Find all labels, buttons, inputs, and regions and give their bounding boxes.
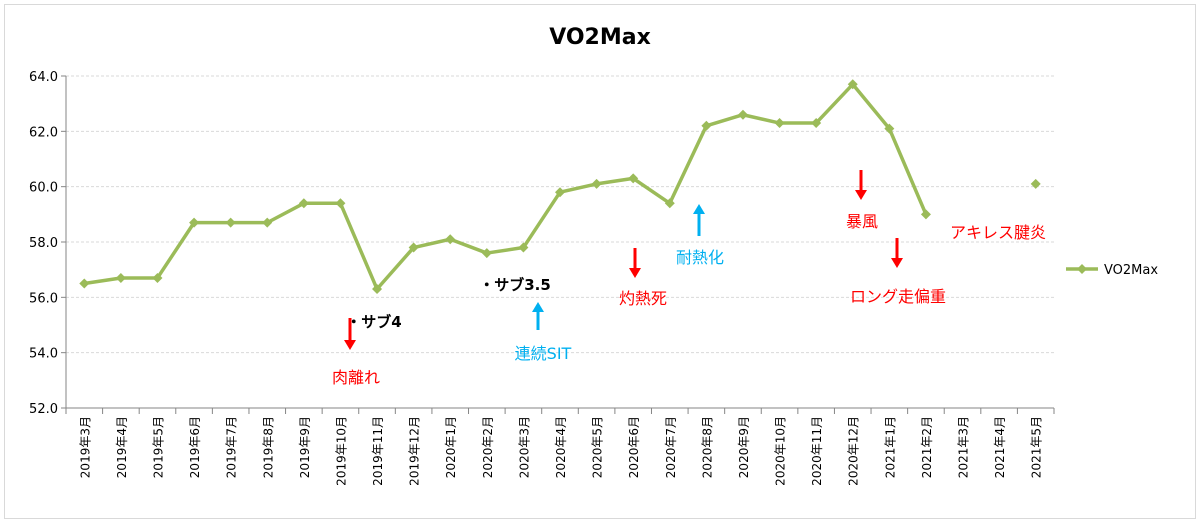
x-tick-label: 2019年7月 xyxy=(225,416,239,478)
x-tick-label: 2019年8月 xyxy=(261,416,275,478)
x-tick-label: 2019年9月 xyxy=(298,416,312,478)
x-tick-label: 2019年10月 xyxy=(334,416,348,486)
data-point xyxy=(1030,178,1041,189)
x-tick-label: 2019年4月 xyxy=(115,416,129,478)
x-tick-labels: 2019年3月 2019年4月 2019年5月 2019年6月 2019年7月 2019年… xyxy=(78,416,1043,486)
data-point xyxy=(591,178,602,189)
x-tick-label: 2021年4月 xyxy=(993,416,1007,478)
legend-label: VO2Max xyxy=(1104,263,1158,278)
chart-frame xyxy=(4,4,1196,519)
data-point xyxy=(225,217,236,228)
data-point xyxy=(628,173,639,184)
x-tick-label: 2020年7月 xyxy=(664,416,678,478)
annotation-label: ・サブ4 xyxy=(346,313,401,331)
annotation-arrow-head xyxy=(344,340,356,350)
x-tick-label: 2020年10月 xyxy=(774,416,788,486)
annotation-label: ロング走偏重 xyxy=(850,287,946,306)
x-tick-label: 2020年5月 xyxy=(591,416,605,478)
gridlines xyxy=(66,75,1054,354)
data-point xyxy=(335,198,346,209)
annotation-arrow-head xyxy=(855,190,867,200)
x-tick-label: 2020年2月 xyxy=(481,416,495,478)
data-point xyxy=(408,242,419,253)
annotation-label: 連続SIT xyxy=(515,344,572,363)
legend: VO2Max xyxy=(1066,263,1158,278)
chart-title: VO2Max xyxy=(549,25,651,50)
axes xyxy=(61,75,1055,414)
data-point xyxy=(555,187,565,198)
data-point xyxy=(701,120,712,131)
x-tick-label: 2019年12月 xyxy=(408,416,422,486)
x-tick-label: 2020年12月 xyxy=(847,416,861,486)
data-point xyxy=(847,79,858,90)
data-point xyxy=(481,248,492,259)
data-point xyxy=(774,118,785,129)
data-point xyxy=(518,242,529,253)
y-tick-label: 60.0 xyxy=(29,181,58,196)
data-point xyxy=(445,234,456,245)
x-tick-label: 2020年4月 xyxy=(554,416,568,478)
annotation-label: 耐熱化 xyxy=(676,248,724,267)
data-point xyxy=(372,284,383,295)
data-point xyxy=(152,272,163,283)
data-point xyxy=(79,278,90,289)
annotation-arrow-head xyxy=(693,204,705,214)
y-tick-label: 52.0 xyxy=(29,402,58,417)
x-tick-label: 2019年11月 xyxy=(371,416,385,486)
y-tick-labels: 52.0 54.0 56.0 58.0 60.0 62.0 64.0 xyxy=(29,70,58,417)
x-tick-label: 2020年3月 xyxy=(517,416,531,478)
y-tick-label: 64.0 xyxy=(29,70,58,85)
annotation-label: 灼熱死 xyxy=(619,289,667,308)
data-point xyxy=(811,118,822,129)
annotation-arrow-head xyxy=(629,268,641,278)
annotation-arrow-head xyxy=(532,302,544,312)
y-tick-label: 58.0 xyxy=(29,236,58,251)
x-tick-label: 2020年11月 xyxy=(810,416,824,486)
data-point xyxy=(920,209,931,220)
x-tick-label: 2020年9月 xyxy=(737,416,751,478)
x-tick-label: 2020年1月 xyxy=(444,416,458,478)
data-point xyxy=(664,198,675,209)
data-point xyxy=(262,217,273,228)
annotation-label: 肉離れ xyxy=(332,368,380,387)
legend-marker xyxy=(1077,264,1087,274)
data-point xyxy=(189,217,200,228)
x-tick-label: 2021年5月 xyxy=(1030,416,1044,478)
x-tick-label: 2020年6月 xyxy=(627,416,641,478)
x-tick-label: 2021年3月 xyxy=(957,416,971,478)
data-point xyxy=(115,272,126,283)
x-tick-label: 2021年1月 xyxy=(883,416,897,478)
y-tick-label: 54.0 xyxy=(29,347,58,362)
data-point xyxy=(884,123,895,134)
series-line xyxy=(84,82,928,291)
data-point xyxy=(298,198,309,209)
annotation-label: 暴風 xyxy=(846,212,878,231)
y-tick-label: 56.0 xyxy=(29,291,58,306)
series-vo2max xyxy=(79,79,1041,295)
annotation-label: アキレス腱炎 xyxy=(950,223,1046,242)
x-tick-label: 2021年2月 xyxy=(920,416,934,478)
x-tick-label: 2020年8月 xyxy=(700,416,714,478)
x-tick-label: 2019年3月 xyxy=(78,416,92,478)
y-tick-label: 62.0 xyxy=(29,125,58,140)
data-point xyxy=(737,109,748,120)
x-tick-label: 2019年6月 xyxy=(188,416,202,478)
annotation-arrow-head xyxy=(891,258,903,268)
annotation-label: ・サブ3.5 xyxy=(479,276,551,294)
x-tick-label: 2019年5月 xyxy=(151,416,165,478)
